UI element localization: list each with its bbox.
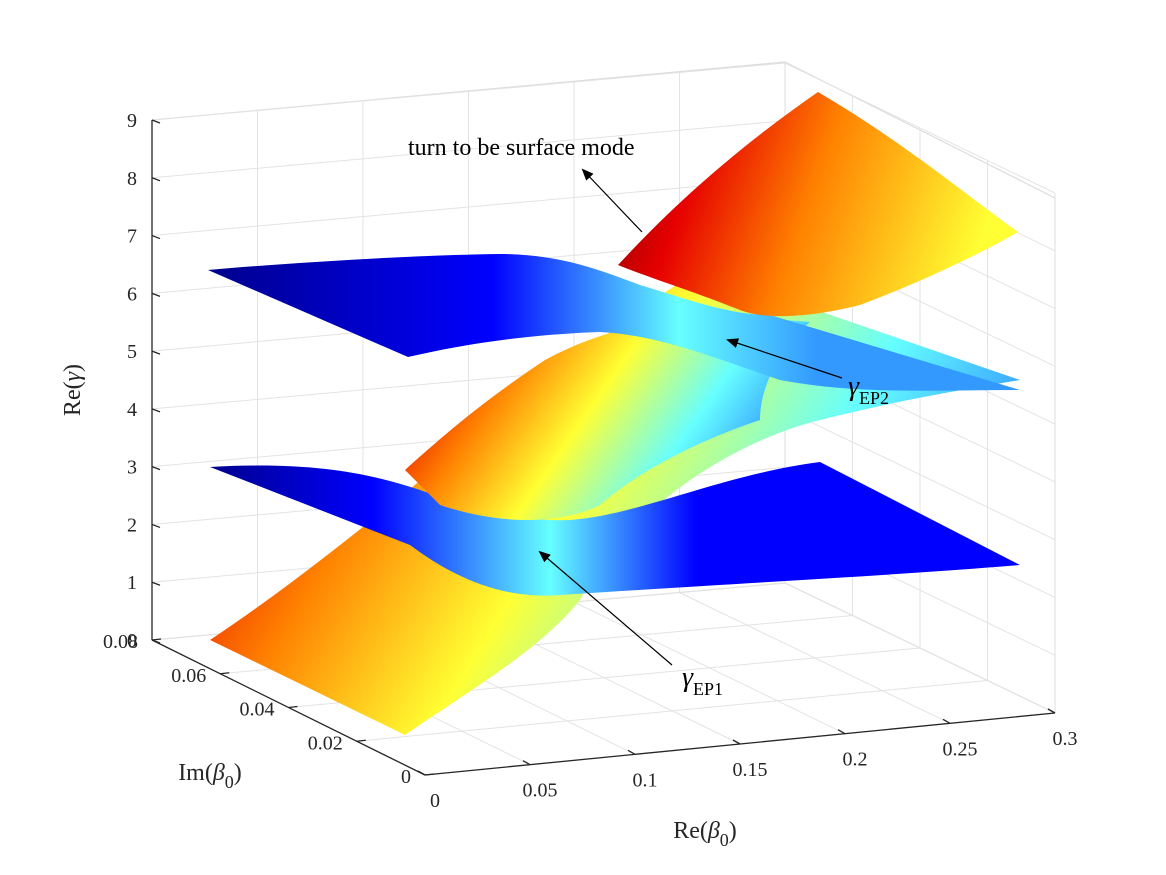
arrow-surface-mode [581,168,643,233]
x-axis-label: Re(β0) [673,818,737,850]
x-tick-label: 0.3 [1053,728,1078,750]
tick-labels: 0 1 2 3 4 5 6 7 8 9 0 0.05 0.1 0.15 0.2 0.25 0.3 0 0.02 0.0… [103,110,1078,812]
z-tick [151,350,161,355]
surfaces [208,92,1020,735]
arrow-ep2 [726,338,843,379]
x-tick-label: 0.1 [633,769,658,791]
z-tick-label: 3 [127,457,137,479]
main-surface-upper [618,92,1018,317]
y-tick [356,739,366,742]
z-tick-label: 9 [127,110,137,132]
y-grid-line [356,680,988,742]
z-tick [151,292,161,297]
x-tick [522,760,531,766]
annotations: turn to be surface mode γEP2 γEP1 [408,135,889,699]
z-tick [151,581,161,586]
main-surface-middle [405,315,810,520]
z-tick [151,177,161,182]
x-tick-label: 0.25 [943,738,978,760]
y-tick [424,773,435,776]
main-surface-lower [210,270,1020,735]
y-tick [288,705,298,709]
z-tick-label: 1 [127,572,137,594]
z-axis-label: Re(γ) [60,364,86,416]
x-tick [837,729,846,735]
annotation-ep2: γEP2 [848,371,889,408]
annotation-ep1: γEP1 [682,662,723,699]
x-tick [942,718,951,724]
z-tick-label: 5 [127,341,137,363]
z-tick-label: 0 [127,630,137,652]
z-tick [151,408,161,413]
tick-marks [151,119,1056,776]
x-tick [417,770,426,776]
y-tick-label: 0.08 [103,631,138,653]
y-tick [220,672,230,675]
x-tick-label: 0.05 [523,780,558,802]
annotation-surface-mode: turn to be surface mode [408,135,635,161]
z-tick [151,234,161,240]
z-tick-label: 7 [127,226,137,248]
y-tick-label: 0.02 [308,732,343,754]
y-tick-label: 0.04 [240,699,275,721]
z-tick-label: 4 [127,399,137,421]
y-tick [151,638,162,641]
z-tick-label: 8 [127,168,137,190]
x-tick-label: 0 [430,790,440,812]
x-tick [627,749,636,755]
z-tick [151,466,161,471]
x-tick-label: 0.15 [733,759,768,781]
lower-plane-surface [210,462,1020,596]
x-tick [732,739,741,745]
z-tick [151,119,161,124]
arrow-ep1 [538,550,673,666]
x-tick-label: 0.2 [843,749,868,771]
z-tick-label: 2 [127,514,137,536]
y-tick-label: 0.06 [171,665,206,687]
x-tick [1047,708,1056,714]
y-tick-label: 0 [401,766,411,788]
z-tick [151,523,161,529]
y-axis-label: Im(β0) [178,760,242,792]
z-tick-label: 6 [127,283,137,305]
upper-plane-surface [208,254,1020,391]
